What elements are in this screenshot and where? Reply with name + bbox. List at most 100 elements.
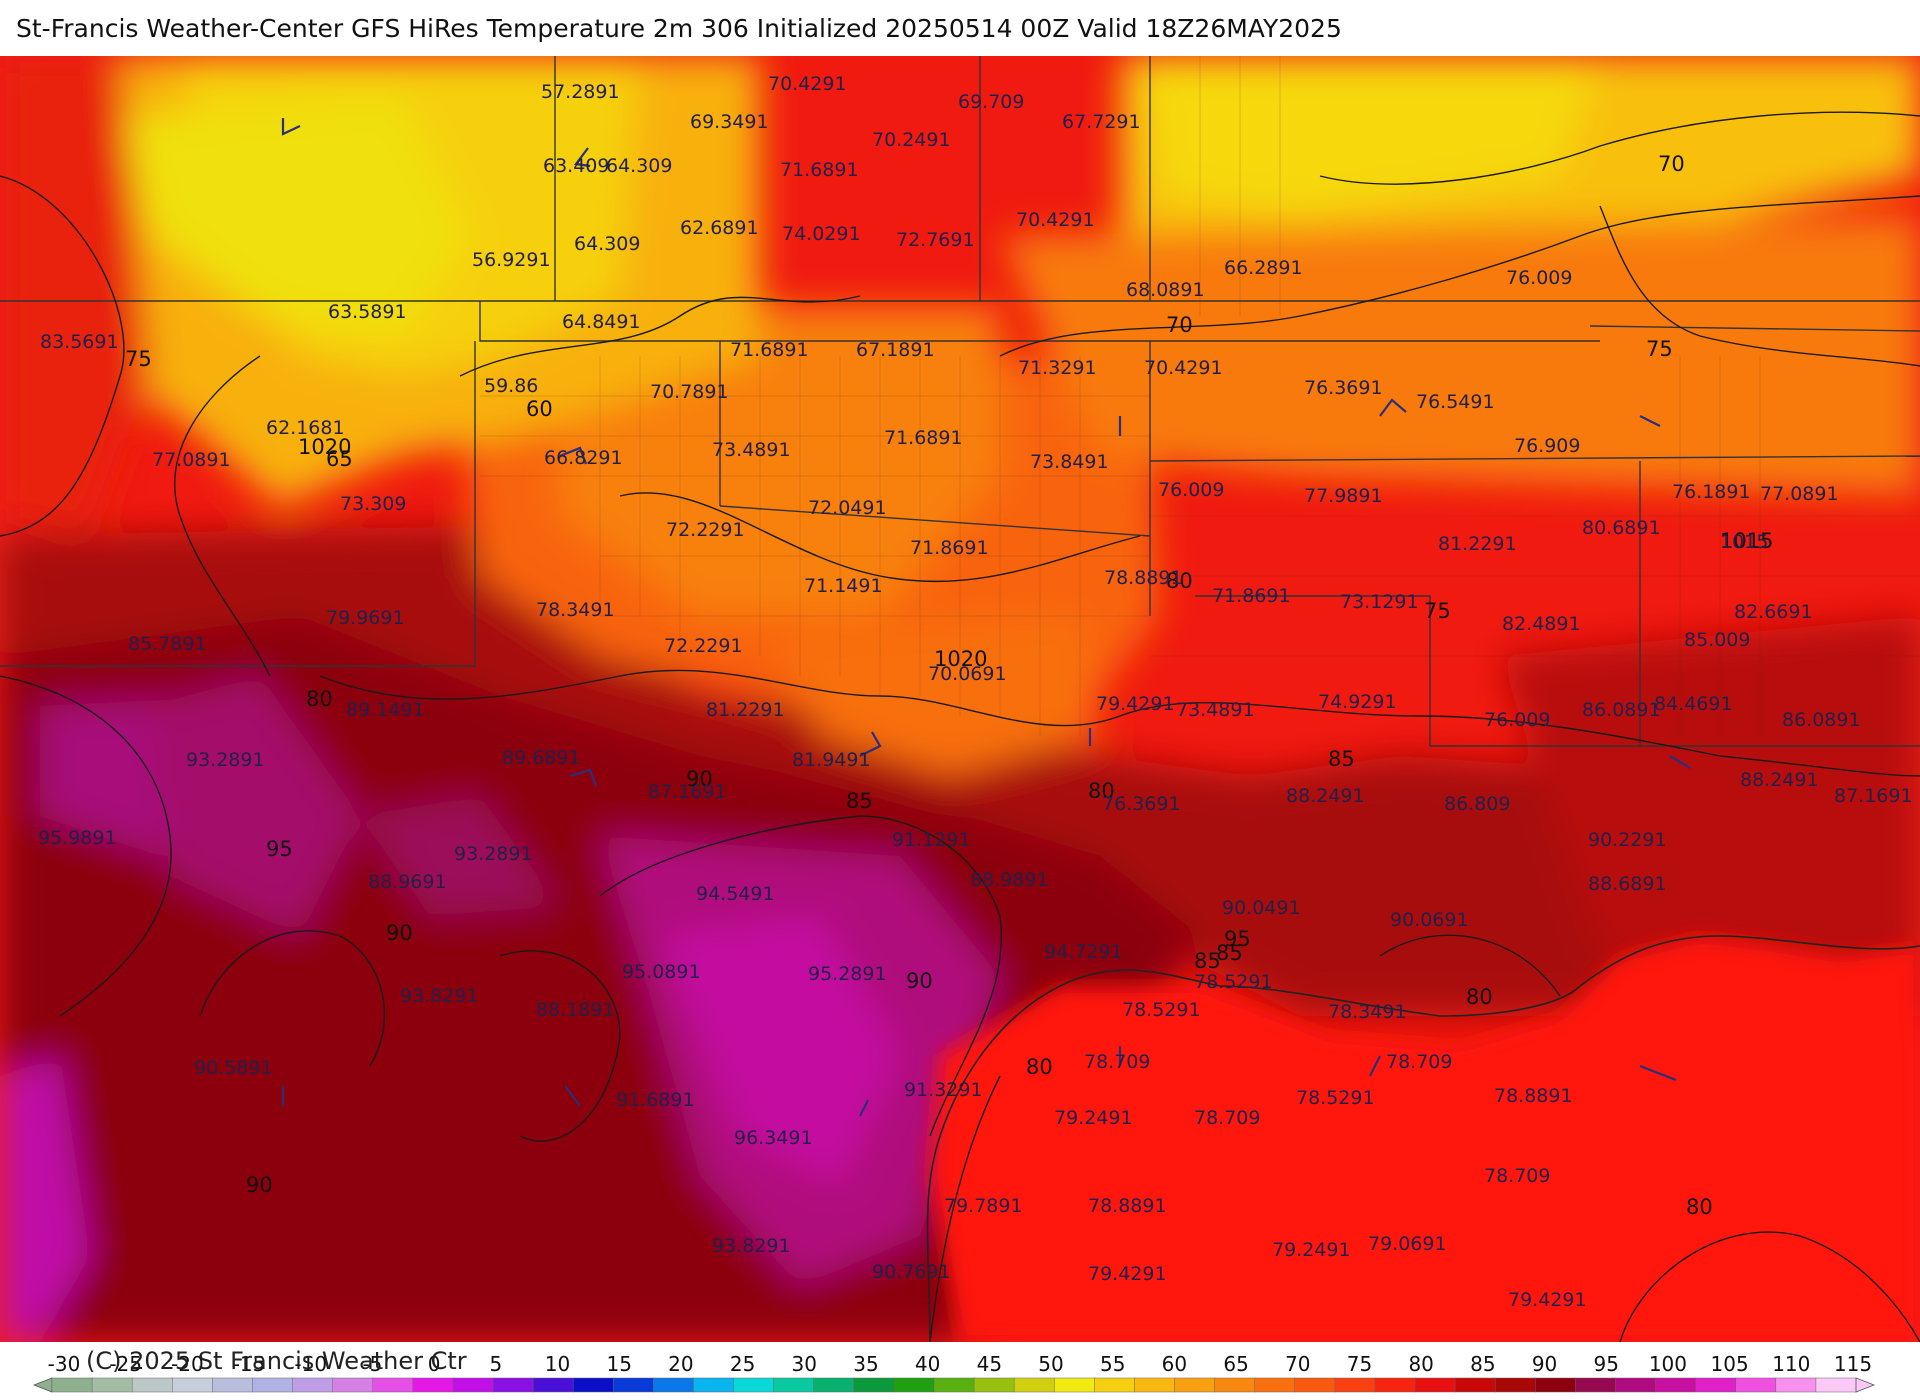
temperature-fill	[0, 56, 1920, 1342]
colorbar-cell	[172, 1377, 214, 1393]
station-value: 81.9491	[792, 749, 871, 771]
station-value: 72.7691	[896, 229, 975, 251]
station-value: 74.0291	[782, 223, 861, 245]
contour-label: 80	[1466, 985, 1493, 1009]
station-value: 90.0691	[1390, 909, 1469, 931]
station-value: 78.5291	[1194, 971, 1273, 993]
colorbar-cell	[1575, 1377, 1617, 1393]
station-value: 70.2491	[872, 129, 951, 151]
colorbar-cell	[1695, 1377, 1737, 1393]
station-value: 67.7291	[1062, 111, 1141, 133]
station-value: 90.7691	[872, 1261, 951, 1283]
contour-label: 85	[846, 789, 873, 813]
station-value: 91.3291	[904, 1079, 983, 1101]
contour-labels: 70 75 60 65 1020 80 85 90 95 80 1015 70 …	[125, 152, 1773, 1219]
colorbar-tick-label: 105	[1711, 1352, 1749, 1376]
station-value: 82.4891	[1502, 613, 1581, 635]
colorbar-tick-label: 90	[1532, 1352, 1557, 1376]
station-value: 86.0891	[1582, 699, 1661, 721]
colorbar-cell	[612, 1377, 655, 1393]
colorbar-cell	[1053, 1377, 1096, 1393]
station-value: 64.309	[606, 155, 672, 177]
colorbar-cell	[1655, 1377, 1697, 1393]
station-value: 95.0891	[622, 961, 701, 983]
colorbar-tick-label: 70	[1285, 1352, 1310, 1376]
contour-label: 90	[386, 921, 413, 945]
station-value: 94.7291	[1044, 941, 1123, 963]
contour-label: 90	[246, 1173, 273, 1197]
contour-label: 90	[906, 969, 933, 993]
station-value: 81.2291	[1438, 533, 1517, 555]
colorbar-cell	[1254, 1377, 1296, 1393]
station-value: 70.4291	[768, 73, 847, 95]
colorbar-cell	[1294, 1377, 1336, 1393]
colorbar-tick-label: 75	[1347, 1352, 1372, 1376]
station-value: 64.309	[574, 233, 640, 255]
station-value: 63.5891	[328, 301, 407, 323]
coastline	[926, 935, 1920, 1342]
station-value: 70.4291	[1144, 357, 1223, 379]
station-value: 78.5291	[1122, 999, 1201, 1021]
station-value: 87.1691	[648, 781, 727, 803]
station-value: 71.1491	[804, 575, 883, 597]
contour-label: 85	[1328, 747, 1355, 771]
colorbar-tick-label: 80	[1408, 1352, 1433, 1376]
colorbar-tick-label: -25	[109, 1352, 142, 1376]
colorbar-cell	[733, 1377, 775, 1393]
temperature-map: 70 75 60 65 1020 80 85 90 95 80 1015 70 …	[0, 56, 1920, 1342]
station-value: 63.409	[543, 155, 609, 177]
colorbar-cell	[452, 1377, 494, 1393]
station-value: 77.0891	[152, 449, 231, 471]
contour-label: 1015	[1720, 529, 1773, 553]
station-value: 73.309	[340, 493, 406, 515]
colorbar-cell	[492, 1377, 534, 1393]
station-value: 73.4891	[712, 439, 791, 461]
station-value: 78.709	[1084, 1051, 1150, 1073]
colorbar-tick-label: 115	[1834, 1352, 1872, 1376]
station-value: 78.8891	[1088, 1195, 1167, 1217]
station-value: 76.1891	[1672, 481, 1751, 503]
station-value: 76.009	[1158, 479, 1224, 501]
colorbar-ticks: -30 -25 -20 -15 -10 -5 0 5 10 15 20 25 30 35 40 45 50 55 6…	[48, 1352, 1872, 1376]
station-value: 86.0891	[1782, 709, 1861, 731]
colorbar-cell	[893, 1377, 935, 1393]
colorbar-cell	[532, 1377, 574, 1393]
colorbar-tick-label: 85	[1470, 1352, 1495, 1376]
station-value: 90.0491	[1222, 897, 1301, 919]
colorbar-cell	[773, 1377, 815, 1393]
colorbar-tick-label: -5	[362, 1352, 382, 1376]
contour-label: 80	[1088, 779, 1115, 803]
station-value: 71.8691	[910, 537, 989, 559]
station-value: 73.1291	[1340, 591, 1419, 613]
contour-label: 80	[1026, 1055, 1053, 1079]
station-value: 96.3491	[734, 1127, 813, 1149]
station-value: 88.2491	[1740, 769, 1819, 791]
colorbar-cell	[693, 1377, 735, 1393]
colorbar-tick-label: 55	[1100, 1352, 1125, 1376]
station-value: 68.0891	[1126, 279, 1205, 301]
station-value: 82.6691	[1734, 601, 1813, 623]
contour-label: 85	[1194, 949, 1221, 973]
colorbar-tick-label: 60	[1162, 1352, 1187, 1376]
station-value: 88.9891	[970, 869, 1049, 891]
colorbar-tick-label: 110	[1772, 1352, 1810, 1376]
colorbar-tick-label: 95	[1594, 1352, 1619, 1376]
station-value: 79.4291	[1096, 693, 1175, 715]
station-value: 78.5291	[1296, 1087, 1375, 1109]
colorbar-cell	[1013, 1377, 1055, 1393]
station-value: 72.2291	[666, 519, 745, 541]
station-values: 57.2891 70.4291 69.3491 69.709 67.7291 7…	[38, 73, 1913, 1311]
station-value: 90.5891	[194, 1057, 273, 1079]
station-value: 89.6891	[502, 747, 581, 769]
map-title: St-Francis Weather-Center GFS HiRes Temp…	[16, 14, 1342, 43]
colorbar-cell	[1334, 1377, 1376, 1393]
station-value: 88.2491	[1286, 785, 1365, 807]
colorbar-cell	[1494, 1377, 1537, 1393]
colorbar-cell	[1454, 1377, 1496, 1393]
colorbar: -30 -25 -20 -15 -10 -5 0 5 10 15 20 25 30 35 40 45 50 55 6…	[32, 1352, 1876, 1393]
station-value: 69.709	[958, 91, 1024, 113]
station-value: 59.86	[484, 375, 538, 397]
station-value: 84.4691	[1654, 693, 1733, 715]
station-value: 70.4291	[1016, 209, 1095, 231]
station-value: 83.5691	[40, 331, 119, 353]
